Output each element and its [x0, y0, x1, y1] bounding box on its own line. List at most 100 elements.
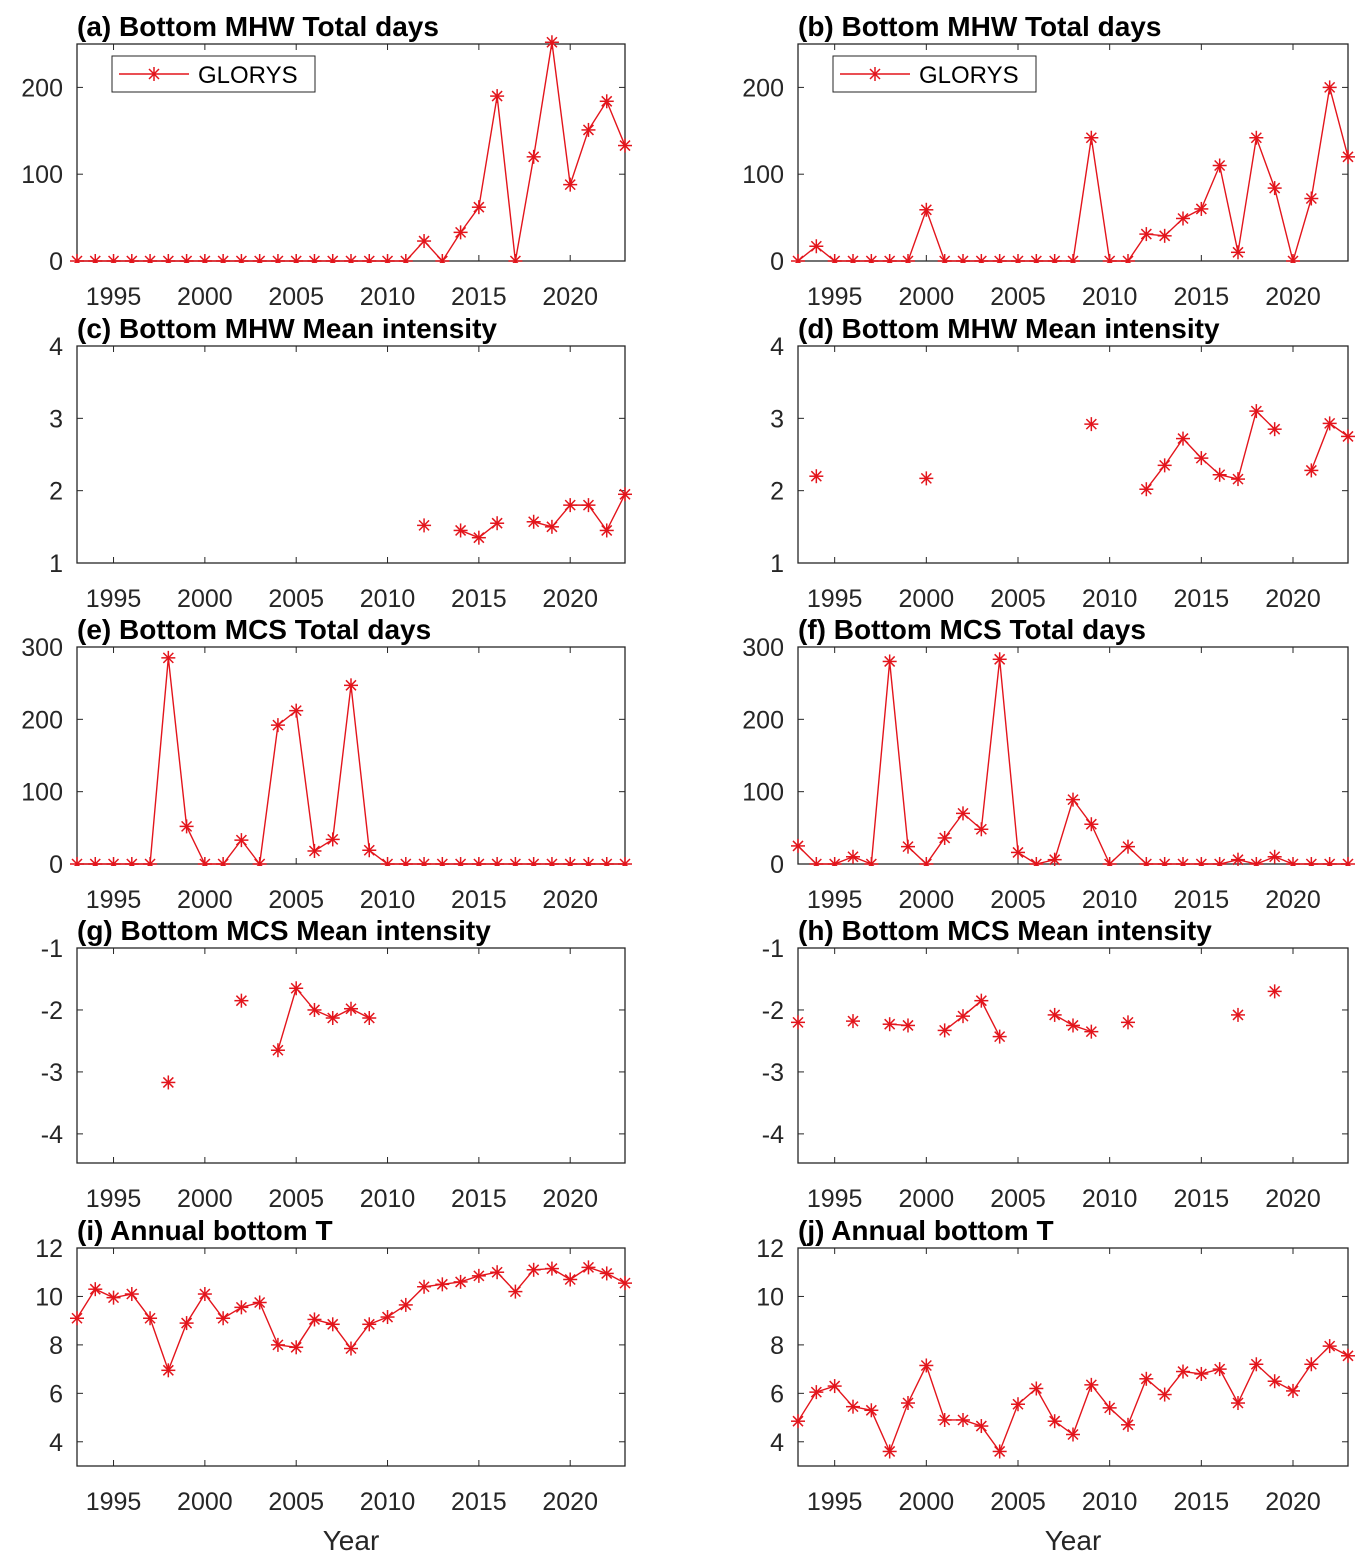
- data-point: [362, 254, 377, 263]
- data-point: [1047, 1414, 1062, 1429]
- data-point: [435, 254, 450, 263]
- axes-box: [76, 345, 626, 564]
- star-stroke: [400, 1299, 412, 1311]
- star-stroke: [1195, 203, 1207, 215]
- x-tick-label: 2015: [451, 886, 507, 914]
- star-stroke: [272, 719, 284, 731]
- star-stroke: [363, 844, 375, 856]
- star-stroke: [1085, 1026, 1097, 1038]
- star-stroke: [272, 1339, 284, 1351]
- star-stroke: [941, 255, 951, 263]
- star-stroke: [847, 1015, 859, 1027]
- x-tick-label: 2020: [542, 1488, 598, 1516]
- data-point: [974, 993, 989, 1008]
- data-point: [216, 1311, 231, 1326]
- y-tick-label: 8: [770, 1332, 784, 1360]
- star-stroke: [1195, 452, 1207, 464]
- star-stroke: [810, 240, 822, 252]
- data-point: [1304, 191, 1319, 206]
- axes-box: [797, 646, 1349, 865]
- data-point: [1066, 1018, 1080, 1033]
- data-point: [398, 254, 413, 263]
- data-point: [1194, 451, 1209, 466]
- star-stroke: [363, 1318, 375, 1330]
- y-tick-label: 3: [49, 405, 63, 433]
- star-stroke: [71, 1312, 83, 1324]
- data-point: [1121, 1417, 1135, 1432]
- data-point: [599, 523, 614, 538]
- star-stroke: [564, 499, 576, 511]
- x-tick-label: 2000: [177, 1488, 233, 1516]
- data-point: [508, 857, 523, 866]
- star-stroke: [455, 226, 467, 238]
- subplot-title: (g) Bottom MCS Mean intensity: [77, 915, 491, 946]
- star-stroke: [162, 1076, 174, 1088]
- star-stroke: [975, 823, 987, 835]
- star-stroke: [621, 858, 631, 866]
- data-point: [882, 654, 897, 669]
- star-stroke: [975, 995, 987, 1007]
- subplot-d: 1995 2000 2005 2010 2015 2020 1 2 3 4 (d) Bottom M…: [770, 313, 1355, 613]
- data-point: [179, 254, 194, 263]
- data-point: [508, 1284, 523, 1299]
- legend-marker: [148, 67, 160, 81]
- data-point: [1176, 431, 1190, 446]
- x-tick-label: 1995: [807, 1488, 863, 1516]
- data-point: [471, 857, 486, 866]
- x-tick-label: 2015: [451, 585, 507, 613]
- data-point: [1286, 1383, 1300, 1398]
- x-tick-label: 2010: [1082, 1185, 1138, 1213]
- star-stroke: [923, 858, 932, 866]
- star-stroke: [457, 858, 467, 866]
- data-point: [1121, 839, 1135, 854]
- x-tick-label: 2020: [542, 886, 598, 914]
- star-stroke: [582, 1261, 594, 1273]
- x-tick-label: 2020: [1265, 585, 1321, 613]
- y-tick-label: 300: [21, 634, 63, 662]
- data-point: [234, 993, 249, 1008]
- y-tick-label: 1: [49, 550, 63, 578]
- data-point: [791, 1015, 805, 1030]
- data-point: [581, 857, 596, 866]
- data-point: [1304, 1357, 1319, 1372]
- star-stroke: [235, 834, 247, 846]
- star-stroke: [455, 1276, 467, 1288]
- data-point: [974, 822, 989, 837]
- data-point: [1157, 1387, 1172, 1402]
- data-point: [827, 857, 842, 866]
- star-stroke: [582, 499, 594, 511]
- x-axis-label: Year: [323, 1525, 380, 1556]
- data-point: [846, 1399, 860, 1414]
- y-tick-label: -1: [41, 935, 63, 963]
- data-point: [618, 857, 632, 866]
- star-stroke: [1324, 1340, 1336, 1352]
- data-point: [124, 1287, 139, 1302]
- x-tick-label: 2005: [268, 283, 324, 311]
- data-point: [1212, 467, 1227, 482]
- x-tick-label: 2020: [542, 585, 598, 613]
- star-stroke: [1085, 818, 1097, 830]
- data-point: [1341, 149, 1355, 164]
- data-point: [325, 1011, 340, 1026]
- star-stroke: [904, 255, 914, 263]
- data-point: [791, 838, 805, 853]
- data-point: [289, 254, 304, 263]
- star-stroke: [1159, 1389, 1171, 1401]
- x-tick-label: 2010: [360, 585, 416, 613]
- data-point: [864, 254, 879, 263]
- x-tick-label: 2000: [899, 1488, 955, 1516]
- star-stroke: [1012, 1398, 1024, 1410]
- star-stroke: [1269, 851, 1281, 863]
- star-stroke: [1232, 1397, 1244, 1409]
- data-point: [490, 516, 505, 531]
- y-tick-label: -3: [41, 1059, 63, 1087]
- data-point: [398, 857, 413, 866]
- star-stroke: [110, 255, 120, 263]
- data-point: [325, 254, 340, 263]
- star-stroke: [959, 255, 969, 263]
- data-point: [1176, 211, 1190, 226]
- star-stroke: [1085, 1379, 1097, 1391]
- data-point: [289, 981, 304, 996]
- subplot-title: (h) Bottom MCS Mean intensity: [798, 915, 1212, 946]
- star-stroke: [1106, 255, 1116, 263]
